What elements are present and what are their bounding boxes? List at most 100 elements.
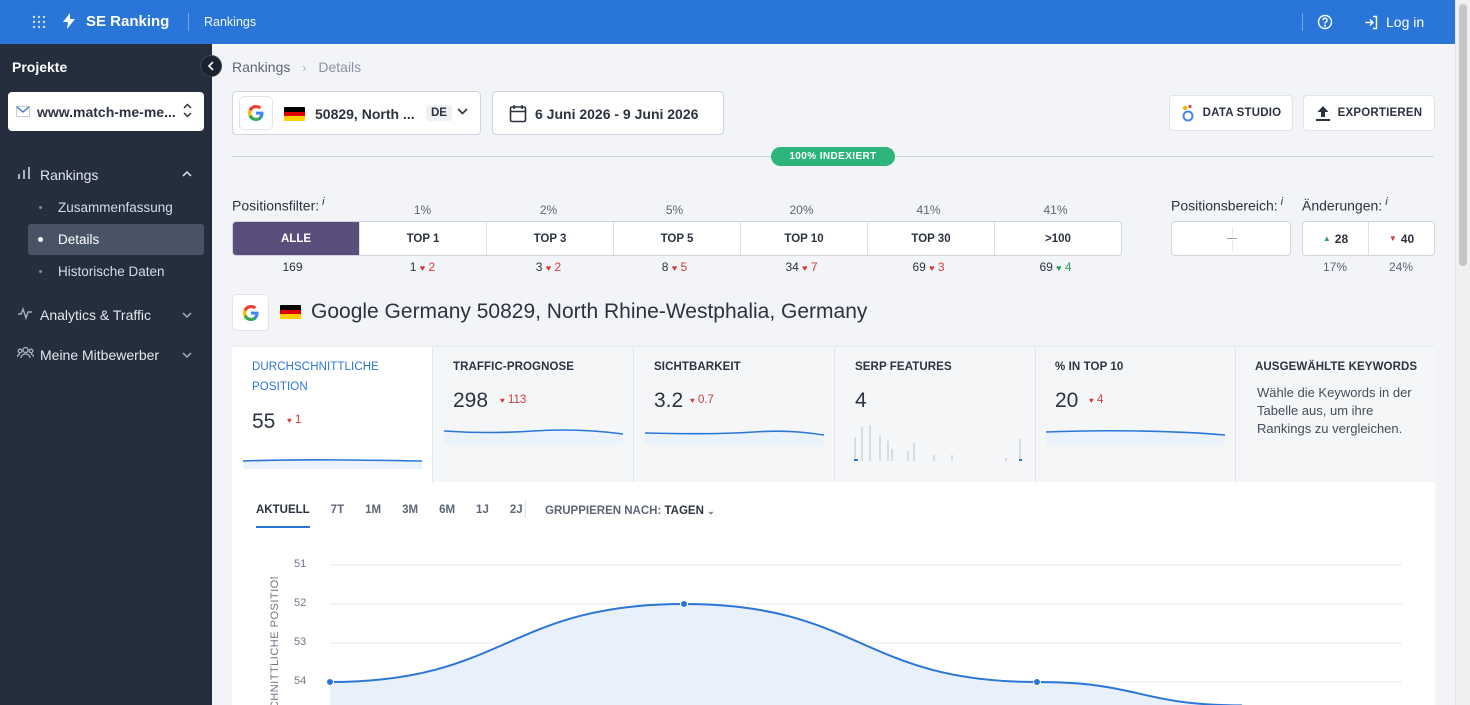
info-icon[interactable]: i <box>1280 196 1284 208</box>
data-point[interactable] <box>1033 678 1041 686</box>
chart-card: AKTUELL 7T 1M 3M 6M 1J 2J GRUPPIEREN NAC… <box>232 482 1435 705</box>
tab-7t[interactable]: 7T <box>330 504 345 516</box>
calendar-icon <box>509 105 527 123</box>
metric-delta: ♥ 0.7 <box>690 394 714 406</box>
metric-visibility[interactable]: SICHTBARKEIT 3.2 ♥ 0.7 <box>634 347 835 483</box>
bullet-icon <box>38 237 43 242</box>
location-text: 50829, North ... <box>315 106 415 122</box>
brand-logo[interactable]: SE Ranking <box>60 12 169 30</box>
filter-top5[interactable]: TOP 5 <box>613 222 740 255</box>
sort-arrows-icon <box>183 103 192 118</box>
area-fill <box>330 604 1242 705</box>
users-icon <box>17 346 34 359</box>
subnav-historische-daten[interactable]: Historische Daten <box>28 256 204 287</box>
y-tick-label: 52 <box>294 597 307 609</box>
filter-top10[interactable]: TOP 10 <box>740 222 867 255</box>
brand-name: SE Ranking <box>86 12 170 30</box>
engine-title: Google Germany 50829, North Rhine-Westph… <box>311 300 868 323</box>
export-label: EXPORTIEREN <box>1337 107 1423 119</box>
group-by-dropdown[interactable]: GRUPPIEREN NACH: TAGEN ⌄ <box>545 505 715 517</box>
nav-item-analytics-traffic[interactable]: Analytics & Traffic <box>0 306 212 324</box>
subnav-label: Historische Daten <box>58 264 165 279</box>
changes-down-button[interactable]: ▼ 40 <box>1368 222 1434 255</box>
divider <box>1232 228 1233 251</box>
segment-count: 3 ♥ 2 <box>535 260 562 274</box>
breadcrumb-rankings[interactable]: Rankings <box>232 59 291 75</box>
info-icon[interactable]: i <box>1385 196 1388 208</box>
metric-delta: ♥ 1 <box>287 414 302 426</box>
login-button[interactable]: Log in <box>1364 14 1424 30</box>
germany-flag-icon <box>284 107 305 121</box>
search-engine-select[interactable]: 50829, North ... DE <box>232 91 481 135</box>
metric-serp-features[interactable]: SERP FEATURES 4 <box>835 347 1036 483</box>
segment-count: 34 ♥ 7 <box>785 260 818 274</box>
sparkline <box>242 459 423 469</box>
project-select[interactable]: www.match-me-me... <box>8 92 204 131</box>
scrollbar-thumb[interactable] <box>1459 4 1467 266</box>
metric-top10-percent[interactable]: % IN TOP 10 20 ♥ 4 <box>1035 347 1236 483</box>
metric-value: 298 <box>453 389 489 412</box>
data-studio-label: DATA STUDIO <box>1202 107 1282 119</box>
apps-grid-icon[interactable] <box>32 15 46 32</box>
metric-title: DURCHSCHNITTLICHE POSITION <box>252 361 379 393</box>
divider <box>1302 13 1303 31</box>
filter-top1[interactable]: TOP 1 <box>359 222 486 255</box>
upload-icon <box>1315 105 1330 121</box>
data-studio-button[interactable]: DATA STUDIO <box>1169 95 1293 131</box>
triangle-down-icon: ▼ <box>1388 234 1397 243</box>
segment-count: 1 ♥ 2 <box>409 260 436 274</box>
breadcrumb-separator-icon: › <box>302 61 307 75</box>
data-point[interactable] <box>326 678 334 686</box>
info-icon[interactable]: i <box>322 196 325 208</box>
metric-avg-position[interactable]: DURCHSCHNITTLICHE POSITION 55 ♥ 1 <box>232 347 433 483</box>
tab-1j[interactable]: 1J <box>476 504 489 516</box>
tab-6m[interactable]: 6M <box>439 504 456 516</box>
google-logo-icon <box>239 96 273 130</box>
metric-traffic-forecast[interactable]: TRAFFIC-PROGNOSE 298 ♥ 113 <box>433 347 634 483</box>
filter-top3[interactable]: TOP 3 <box>486 222 613 255</box>
chevron-down-icon: ⌄ <box>707 506 715 516</box>
changes-up-button[interactable]: ▲ 28 <box>1322 231 1349 246</box>
filter-all[interactable]: ALLE <box>233 222 359 255</box>
down-arrow-icon: ♥ <box>929 263 935 273</box>
divider <box>525 500 526 518</box>
y-tick-label: 54 <box>294 675 307 687</box>
gmail-icon <box>16 106 30 117</box>
tab-1m[interactable]: 1M <box>365 504 382 516</box>
segment-percent: 2% <box>539 203 558 217</box>
topbar-section[interactable]: Rankings <box>204 15 257 29</box>
filter-top30[interactable]: TOP 30 <box>867 222 994 255</box>
sparkline <box>443 429 624 445</box>
date-range-picker[interactable]: 6 Juni 2026 - 9 Juni 2026 <box>492 91 724 135</box>
tab-2j[interactable]: 2J <box>509 504 523 516</box>
date-range-text: 6 Juni 2026 - 9 Juni 2026 <box>535 106 699 122</box>
nav-item-mitbewerber[interactable]: Meine Mitbewerber <box>0 346 212 364</box>
nav-item-rankings[interactable]: Rankings <box>0 166 212 184</box>
lightning-logo-icon <box>63 13 75 29</box>
export-button[interactable]: EXPORTIEREN <box>1303 95 1435 131</box>
subnav-zusammenfassung[interactable]: Zusammenfassung <box>28 192 204 223</box>
vertical-scrollbar[interactable] <box>1455 0 1470 705</box>
nav-label: Meine Mitbewerber <box>40 347 160 363</box>
tab-3m[interactable]: 3M <box>402 504 419 516</box>
collapse-sidebar-button[interactable] <box>200 55 222 77</box>
filter-over100[interactable]: >100 <box>994 222 1121 255</box>
y-tick-label: 51 <box>294 558 307 570</box>
up-arrow-icon: ♥ <box>1056 263 1062 273</box>
breadcrumb-details: Details <box>318 59 362 75</box>
data-point[interactable] <box>680 600 688 608</box>
chevron-left-icon <box>207 61 214 71</box>
range-dash <box>1227 238 1237 239</box>
down-arrow-icon: ♥ <box>545 263 552 273</box>
help-icon[interactable] <box>1317 14 1333 33</box>
metric-title: TRAFFIC-PROGNOSE <box>453 361 575 373</box>
down-arrow-icon: ♥ <box>287 416 292 425</box>
metric-delta: ♥ 4 <box>1089 394 1104 406</box>
tab-aktuell[interactable]: AKTUELL <box>256 504 310 528</box>
changes-down-percent: 24% <box>1388 260 1414 274</box>
position-range-input[interactable] <box>1171 221 1291 256</box>
metric-value: 55 <box>252 410 276 433</box>
bar-chart-icon <box>18 167 30 179</box>
subnav-details[interactable]: Details <box>28 224 204 255</box>
segment-percent: 41% <box>1043 203 1068 217</box>
